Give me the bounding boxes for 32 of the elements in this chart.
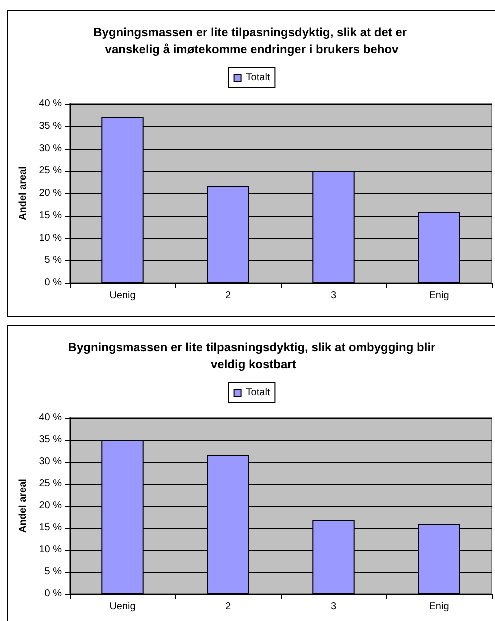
x-tick-label: Enig <box>429 602 450 612</box>
y-axis-title: Andel areal <box>18 478 29 533</box>
y-tick-label: 25 % <box>39 166 62 177</box>
y-tick-label: 10 % <box>39 544 62 556</box>
y-tick-label: 20 % <box>39 500 62 512</box>
x-tick-label: 2 <box>225 602 232 612</box>
x-tick-label: Enig <box>429 290 450 302</box>
y-tick-label: 15 % <box>39 210 62 222</box>
x-tick-label: 3 <box>330 290 337 302</box>
y-tick-label: 20 % <box>39 188 62 199</box>
y-tick-label: 0 % <box>44 278 62 288</box>
y-tick-label: 10 % <box>39 232 62 244</box>
y-tick-label: 40 % <box>39 412 62 424</box>
x-tick-label: 3 <box>330 602 337 612</box>
y-tick-label: 5 % <box>44 255 62 266</box>
legend-label: Totalt <box>246 388 270 398</box>
y-tick-label: 35 % <box>39 434 62 446</box>
y-tick-label: 5 % <box>44 566 62 578</box>
chart-title: Bygningsmassen er lite tilpasningsdyktig, slik at det er vanskelig å imøtekomme endringer i brukers behov <box>94 26 410 56</box>
x-tick-label: 2 <box>225 290 232 302</box>
y-tick-label: 25 % <box>39 478 62 490</box>
y-axis-title: Andel areal <box>18 166 29 220</box>
y-tick-label: 40 % <box>39 98 62 110</box>
legend-label: Totalt <box>246 72 270 84</box>
y-tick-label: 30 % <box>39 456 62 468</box>
y-tick-label: 0 % <box>44 588 62 600</box>
x-tick-label: Uenig <box>110 602 136 612</box>
x-tick-label: Uenig <box>110 290 136 302</box>
y-tick-label: 15 % <box>39 522 62 534</box>
y-tick-label: 35 % <box>39 120 62 132</box>
y-tick-label: 30 % <box>39 143 62 154</box>
chart-title: Bygningsmassen er lite tilpasningsdyktig, slik at ombygging blir veldig kostbart <box>68 340 436 372</box>
